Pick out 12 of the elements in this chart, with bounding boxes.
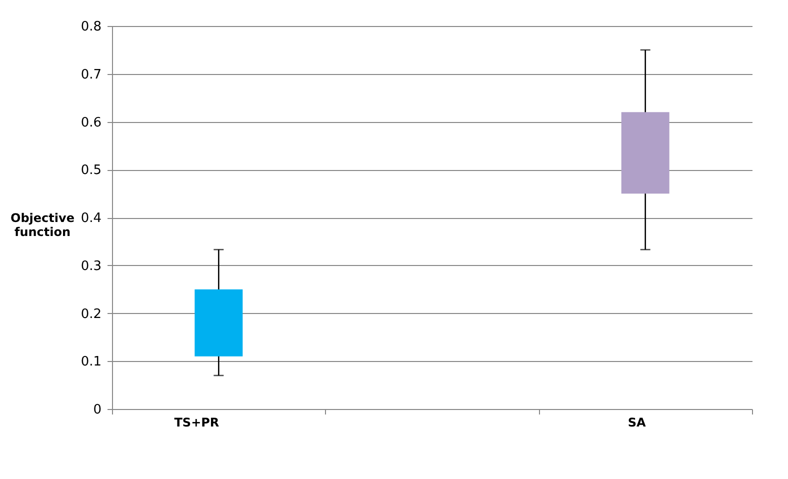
y-tick-label: 0.2 [80, 306, 102, 322]
y-tick-label: 0.6 [80, 115, 102, 130]
y-tick-label: 0.1 [80, 354, 102, 370]
y-tick-label: 0 [93, 402, 102, 418]
x-tick-label: SA [628, 416, 647, 430]
y-axis-title: Objective function [10, 211, 74, 239]
y-tick-label: 0.3 [80, 258, 102, 274]
x-tick-label: TS+PR [174, 416, 220, 430]
y-tick-label: 0.4 [80, 211, 102, 226]
y-tick-label: 0.8 [80, 20, 102, 34]
y-tick-label: 0.7 [80, 67, 102, 82]
y-tick-label: 0.5 [80, 163, 102, 178]
